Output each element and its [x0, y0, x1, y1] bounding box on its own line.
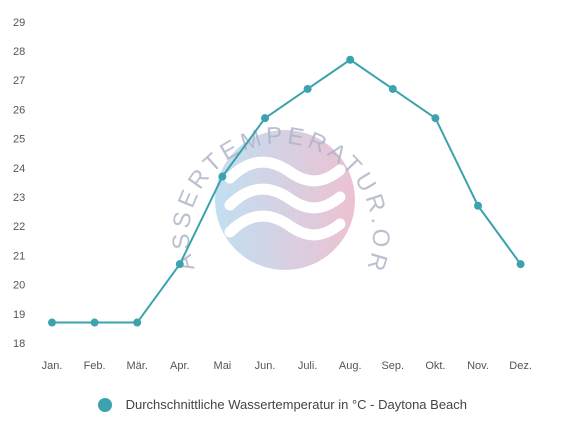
y-tick-label: 23 [13, 192, 25, 204]
y-tick-label: 29 [13, 17, 25, 29]
data-point [218, 172, 227, 181]
series-line [52, 58, 522, 324]
watermark-waves [224, 156, 346, 241]
watermark-logo: WASSERTEMPERATUR.ORG [0, 0, 390, 278]
data-point [388, 84, 397, 93]
y-tick-label: 19 [13, 309, 25, 321]
legend-marker [97, 397, 112, 412]
x-tick-label: Mai [214, 360, 232, 372]
x-tick-label: Dez. [509, 360, 532, 372]
x-tick-label: Okt. [425, 360, 445, 372]
legend[interactable]: Durchschnittliche Wassertemperatur in °C… [0, 396, 565, 412]
x-tick-label: Jun. [255, 360, 276, 372]
data-point [90, 318, 99, 327]
data-point [474, 201, 482, 210]
x-tick-label: Sep. [381, 360, 404, 372]
x-tick-label: Juli. [298, 360, 318, 372]
plot-area [48, 55, 525, 327]
y-tick-label: 20 [13, 280, 25, 292]
x-tick-label: Mär. [126, 360, 147, 372]
y-tick-label: 22 [13, 221, 25, 233]
data-point [303, 84, 312, 93]
x-tick-label: Feb. [84, 360, 106, 372]
legend-label: Durchschnittliche Wassertemperatur in °C… [125, 397, 468, 413]
data-point [261, 114, 269, 123]
data-point [346, 55, 355, 64]
data-point [431, 114, 440, 123]
data-point [175, 260, 184, 269]
x-tick-label: Nov. [467, 360, 489, 372]
y-tick-label: 27 [13, 75, 25, 87]
x-tick-label: Apr. [170, 360, 190, 372]
y-tick-label: 21 [13, 250, 25, 262]
data-point [48, 318, 56, 327]
data-point [516, 260, 525, 269]
x-tick-label: Aug. [339, 360, 362, 372]
y-tick-label: 18 [13, 338, 25, 350]
y-tick-label: 28 [13, 46, 25, 58]
x-axis: Jan. Feb. Mär. Apr. Mai Jun. Juli. Aug. Sep. Okt.… [42, 360, 532, 372]
y-axis: 18 19 20 21 22 23 24 25 26 27 28 29 [13, 17, 25, 350]
y-tick-label: 25 [13, 134, 25, 146]
x-tick-label: Jan. [42, 360, 63, 372]
y-tick-label: 26 [13, 104, 25, 116]
data-point [133, 318, 142, 327]
y-tick-label: 24 [13, 163, 25, 175]
